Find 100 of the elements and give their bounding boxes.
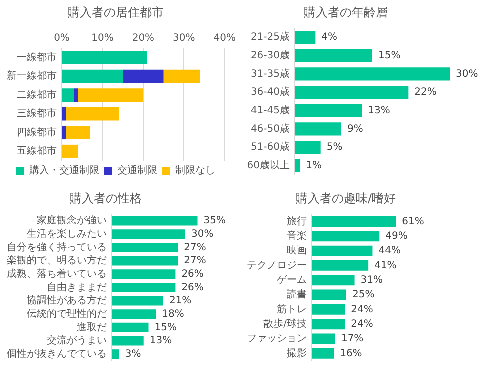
data-label: 26% [182, 282, 204, 294]
bar [66, 126, 91, 140]
data-label: 44% [378, 246, 401, 257]
y-tick-label: 映画 [287, 244, 307, 257]
y-tick-label: 生活を楽しみたい [27, 228, 107, 240]
bar [295, 68, 450, 81]
x-tick-label: 0% [54, 32, 70, 44]
data-label: 30% [192, 228, 214, 240]
bar [62, 107, 66, 121]
y-tick-label: 自由きままだ [47, 281, 107, 294]
bar [295, 86, 409, 100]
y-tick-label: 51-60歳 [250, 141, 290, 154]
data-label: 5% [326, 142, 343, 154]
bar [295, 31, 316, 44]
data-label: 41% [374, 260, 397, 272]
y-tick-label: テクノロジー [247, 260, 307, 272]
bar [295, 140, 321, 154]
bar [312, 334, 336, 344]
data-label: 18% [162, 308, 184, 320]
y-tick-label: 46-50歳 [250, 122, 290, 135]
data-label: 15% [154, 322, 177, 334]
y-tick-label: 楽観的で、明るい方だ [7, 254, 107, 267]
y-tick-label: 自分を強く持っている [7, 241, 107, 254]
y-tick-label: 進取だ [77, 321, 107, 334]
bar [78, 88, 144, 102]
bar [62, 126, 66, 140]
data-label: 24% [351, 304, 374, 316]
bar [123, 70, 164, 84]
y-tick-label: 一線都市 [17, 51, 57, 64]
bar [74, 88, 78, 102]
bar [112, 310, 156, 320]
bar [312, 319, 346, 330]
bar [312, 304, 346, 315]
data-label: 3% [125, 348, 142, 360]
y-tick-label: 伝統的で理性的だ [27, 308, 107, 320]
bar [112, 256, 178, 266]
y-tick-label: ゲーム [277, 274, 307, 286]
x-tick-label: 10% [92, 32, 114, 44]
data-label: 49% [386, 230, 408, 242]
x-tick-label: 40% [214, 32, 236, 44]
data-label: 9% [348, 124, 364, 135]
bar [66, 107, 120, 121]
bar [295, 104, 362, 118]
bar [312, 231, 380, 242]
data-label: 26% [182, 268, 204, 280]
y-tick-label: 60歳以上 [247, 159, 290, 172]
y-tick-label: 21-25歳 [250, 31, 290, 44]
bar [112, 322, 149, 332]
chart-title: 購入者の居住都市 [68, 5, 164, 20]
bar [312, 216, 396, 227]
bar [112, 296, 164, 306]
bar [112, 270, 176, 280]
data-label: 1% [306, 160, 322, 172]
y-tick-label: 個性が抜きんでている [7, 348, 107, 360]
data-label: 31% [360, 274, 384, 286]
y-tick-label: 新一線都市 [7, 70, 57, 82]
data-label: 35% [204, 216, 226, 227]
data-label: 21% [169, 296, 192, 307]
data-label: 61% [402, 216, 424, 228]
data-label: 27% [184, 256, 206, 267]
data-label: 17% [341, 334, 364, 345]
data-label: 24% [351, 318, 374, 330]
data-label: 16% [340, 348, 362, 360]
legend-label: 制限なし [176, 164, 216, 177]
bar [295, 159, 300, 172]
bar [62, 51, 148, 64]
bar [62, 88, 74, 102]
bar [112, 282, 176, 292]
y-tick-label: 読書 [287, 288, 307, 301]
bar [62, 144, 78, 158]
y-tick-label: 家庭観念が強い [37, 214, 107, 227]
y-tick-label: 41-45歳 [250, 104, 290, 116]
y-tick-label: ファッション [247, 334, 307, 345]
bar [312, 246, 373, 256]
y-tick-label: 音楽 [287, 230, 307, 242]
legend-label: 購入・交通制限 [30, 164, 100, 177]
y-tick-label: 散歩/球技 [264, 318, 307, 330]
bar [112, 242, 178, 252]
y-tick-label: 成熟、落ち着いている [7, 268, 107, 280]
bar [312, 290, 346, 300]
chart-title: 購入者の性格 [70, 191, 142, 206]
y-tick-label: 協調性がある方だ [27, 294, 107, 307]
data-label: 13% [368, 105, 390, 116]
y-tick-label: 四線都市 [17, 126, 57, 138]
x-tick-label: 20% [132, 32, 155, 44]
y-tick-label: 三線都市 [17, 108, 57, 120]
y-tick-label: 36-40歳 [250, 86, 290, 98]
y-tick-label: 26-30歳 [250, 49, 290, 62]
legend-label: 交通制限 [118, 164, 158, 177]
data-label: 27% [184, 242, 206, 254]
bar [312, 260, 369, 271]
y-tick-label: 二線都市 [17, 88, 57, 101]
y-tick-label: 五線都市 [17, 145, 57, 158]
chart-title: 購入者の趣味/嗜好 [296, 191, 396, 206]
data-label: 13% [150, 336, 172, 347]
y-tick-label: 筋トレ [277, 303, 307, 316]
bar [62, 70, 124, 84]
data-label: 22% [414, 87, 437, 98]
data-label: 30% [456, 68, 478, 80]
bar [295, 122, 342, 136]
